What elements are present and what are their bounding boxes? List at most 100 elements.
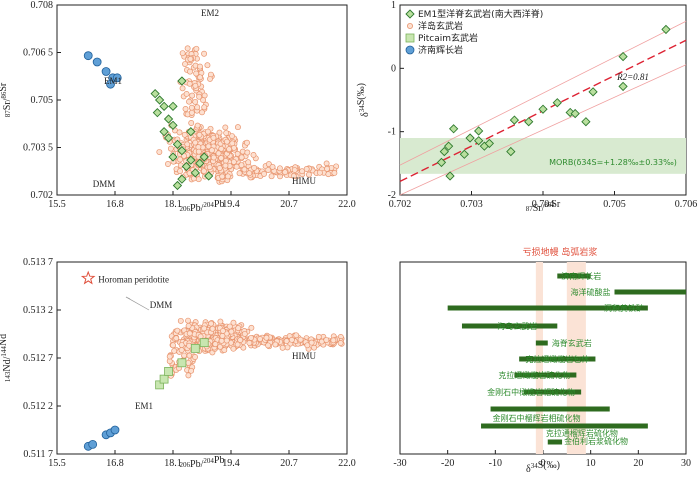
b-y-tick-label: -2 bbox=[388, 190, 396, 201]
d-x-tick-label: -10 bbox=[489, 458, 502, 469]
oib-point bbox=[272, 341, 279, 348]
oib-point bbox=[236, 170, 243, 177]
oib-point bbox=[187, 68, 193, 75]
oib-point bbox=[263, 334, 270, 341]
oib-point bbox=[196, 131, 203, 138]
range-label: 金刚石中橄榄岩相硫化物 bbox=[487, 387, 575, 397]
oib-point bbox=[303, 166, 310, 172]
oib-point bbox=[199, 109, 205, 116]
oib-point bbox=[173, 335, 180, 342]
oib-point bbox=[212, 341, 219, 348]
oib-point bbox=[223, 138, 230, 145]
d-x-tick-label: -30 bbox=[393, 458, 406, 469]
d-x-tick-label: 0 bbox=[541, 458, 546, 469]
oib-point bbox=[185, 317, 192, 324]
oib-point bbox=[216, 129, 223, 136]
oib-point bbox=[201, 50, 208, 57]
pitcairn-square-point bbox=[155, 380, 165, 390]
b-y-tick-label: -1 bbox=[388, 127, 396, 138]
oib-point bbox=[184, 141, 191, 148]
oib-point bbox=[251, 164, 258, 171]
b-y-tick-label: 1 bbox=[391, 0, 396, 11]
legend-label: 洋岛玄武岩 bbox=[418, 20, 463, 32]
a-y-tick-label: 0.705 bbox=[31, 95, 54, 106]
em1-diamond-point bbox=[163, 133, 174, 143]
pitcairn-square-point bbox=[177, 358, 187, 368]
em1-diamond-point bbox=[152, 108, 163, 118]
c-x-tick-label: 18.1 bbox=[164, 458, 182, 469]
oib-point bbox=[269, 163, 276, 170]
em1-diamond-point bbox=[177, 146, 187, 156]
b-x-tick-label: 0.703 bbox=[460, 199, 483, 210]
em1-diamond-point bbox=[436, 157, 447, 168]
b-x-tick-label: 0.702 bbox=[389, 199, 412, 210]
oib-point bbox=[325, 171, 332, 178]
annot-dmm: DMM bbox=[93, 179, 116, 189]
header-labels: 亏损地幔 岛弧岩浆 bbox=[523, 246, 598, 258]
oib-point bbox=[246, 340, 253, 346]
legend-symbol-gabbro bbox=[405, 45, 415, 55]
em1-diamond-point bbox=[172, 180, 183, 191]
oib-point bbox=[234, 150, 241, 157]
legend-symbol-oib bbox=[406, 22, 413, 29]
oib-point bbox=[299, 168, 306, 175]
oib-point bbox=[176, 129, 183, 136]
b-x-tick-label: 0.706 bbox=[675, 199, 698, 210]
x-axis-label-a: 206Pb/204Pb bbox=[180, 199, 225, 214]
oib-point bbox=[165, 161, 171, 167]
oib-point bbox=[284, 344, 291, 351]
oib-point bbox=[197, 63, 203, 70]
confidence-lower bbox=[399, 64, 687, 196]
em1-diamond-point bbox=[459, 149, 469, 159]
a-y-tick-label: 0.706 5 bbox=[23, 48, 53, 59]
oib-point bbox=[204, 62, 211, 69]
horoman-star-point bbox=[80, 270, 96, 285]
em1-diamond-point bbox=[186, 127, 196, 137]
oib-point bbox=[223, 130, 230, 136]
oib-point bbox=[222, 157, 229, 164]
range-label: 克拉通橄榄岩包体 bbox=[525, 354, 589, 364]
oib-point bbox=[188, 104, 195, 111]
annot-himu: HIMU bbox=[292, 176, 316, 186]
oib-point bbox=[248, 324, 255, 331]
em1-diamond-point bbox=[506, 146, 516, 157]
em1-diamond-point bbox=[588, 87, 598, 97]
range-label: 沉积黄铁矿 bbox=[604, 303, 644, 313]
r-squared-label: R2=0.81 bbox=[616, 72, 649, 82]
oib-point bbox=[188, 367, 195, 374]
oib-point bbox=[156, 149, 163, 155]
oib-point bbox=[189, 92, 196, 99]
legend-symbol-pitcairn bbox=[405, 33, 415, 43]
jinan-gabbro-point bbox=[106, 79, 115, 89]
em1-diamond-point bbox=[168, 120, 178, 130]
oib-point bbox=[323, 337, 330, 343]
em1-diamond-point bbox=[154, 95, 165, 105]
em1-diamond-point bbox=[465, 133, 475, 143]
morb-band-label: MORB(δ34S=+1.28‰±0.33‰) bbox=[549, 158, 677, 167]
c-x-tick-label: 19.4 bbox=[222, 458, 240, 469]
c-y-tick-label: 0.511 7 bbox=[23, 449, 53, 460]
em1-diamond-point bbox=[168, 152, 178, 162]
em1-diamond-point bbox=[186, 155, 196, 165]
em1-diamond-point bbox=[445, 171, 455, 181]
em1-diamond-point bbox=[159, 101, 169, 111]
oib-point bbox=[187, 56, 194, 63]
em1-diamond-point bbox=[474, 136, 484, 146]
annot-dmm-c: DMM bbox=[150, 300, 173, 310]
em1-diamond-point bbox=[484, 138, 495, 149]
c-x-tick-label: 16.8 bbox=[106, 458, 124, 469]
oib-point bbox=[316, 169, 323, 176]
delta-range-bar bbox=[461, 323, 558, 329]
oib-point bbox=[305, 171, 312, 178]
oib-point bbox=[197, 74, 203, 81]
c-y-tick-label: 0.512 2 bbox=[23, 401, 53, 412]
d-x-tick-label: -20 bbox=[441, 458, 454, 469]
em1-diamond-point bbox=[195, 158, 205, 168]
oib-point bbox=[250, 152, 257, 158]
oib-point bbox=[193, 45, 200, 52]
oib-point bbox=[217, 318, 224, 325]
oib-point bbox=[185, 322, 192, 329]
oib-point bbox=[218, 145, 225, 152]
oib-point bbox=[192, 354, 198, 360]
oib-point bbox=[257, 336, 264, 342]
